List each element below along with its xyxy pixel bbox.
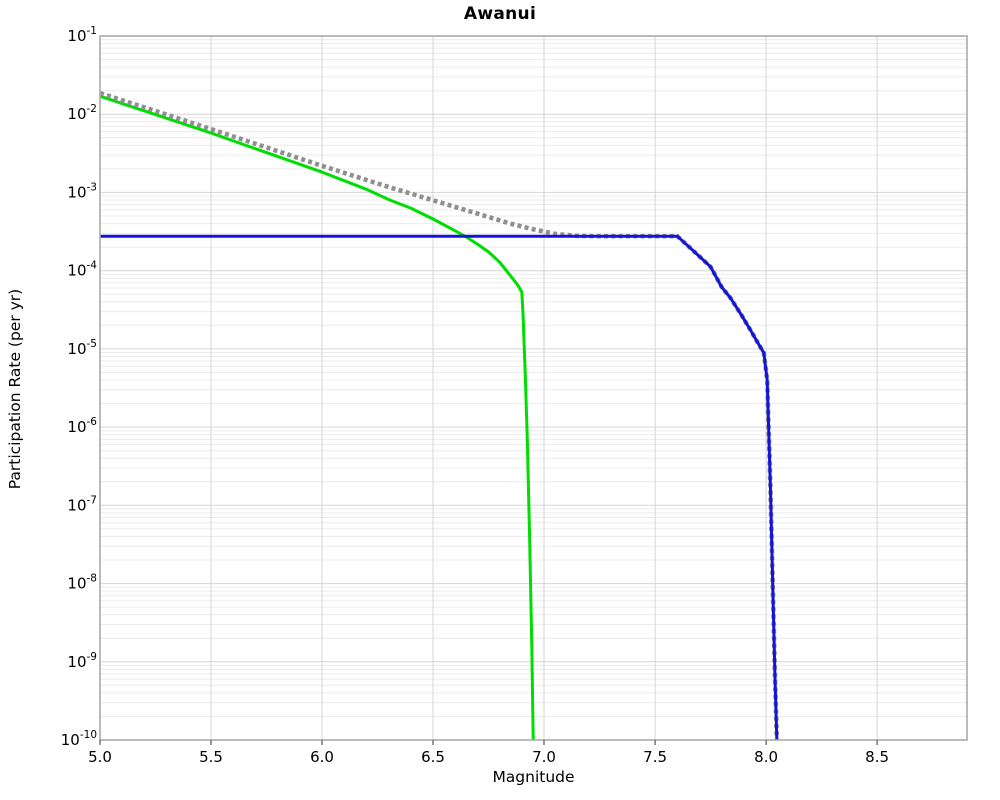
- x-tick-label: 8.5: [865, 748, 889, 766]
- series-blue-capped-curve: [100, 234, 779, 740]
- plot-border: [99, 35, 968, 741]
- series-gray-dotted-reference-curve: [100, 90, 780, 740]
- series-group: [100, 90, 780, 740]
- x-tick-label: 5.5: [199, 748, 223, 766]
- x-tick-label: 7.5: [643, 748, 667, 766]
- x-tick-label: 8.0: [754, 748, 778, 766]
- x-tick-label: 6.0: [310, 748, 334, 766]
- y-tick-label: 10-1: [67, 25, 97, 45]
- y-tick-label: 10-10: [61, 729, 97, 749]
- series-green-unconstrained-curve: [100, 94, 535, 740]
- x-tick-marks: [99, 740, 878, 745]
- y-tick-label: 10-3: [67, 181, 97, 201]
- x-tick-label: 7.0: [532, 748, 556, 766]
- y-tick-label: 10-4: [67, 260, 97, 280]
- y-tick-label: 10-5: [67, 338, 97, 358]
- y-tick-label: 10-6: [67, 416, 97, 436]
- y-tick-label: 10-2: [67, 103, 97, 123]
- y-tick-label: 10-9: [67, 651, 97, 671]
- x-tick-label: 6.5: [421, 748, 445, 766]
- y-axis-title: Participation Rate (per yr): [6, 288, 24, 490]
- x-axis-title: Magnitude: [492, 768, 575, 786]
- x-tick-label: 5.0: [88, 748, 112, 766]
- grid-major-lines: [100, 36, 967, 740]
- y-tick-label: 10-7: [67, 494, 97, 514]
- y-tick-label: 10-8: [67, 573, 97, 593]
- chart-title: Awanui: [463, 4, 537, 24]
